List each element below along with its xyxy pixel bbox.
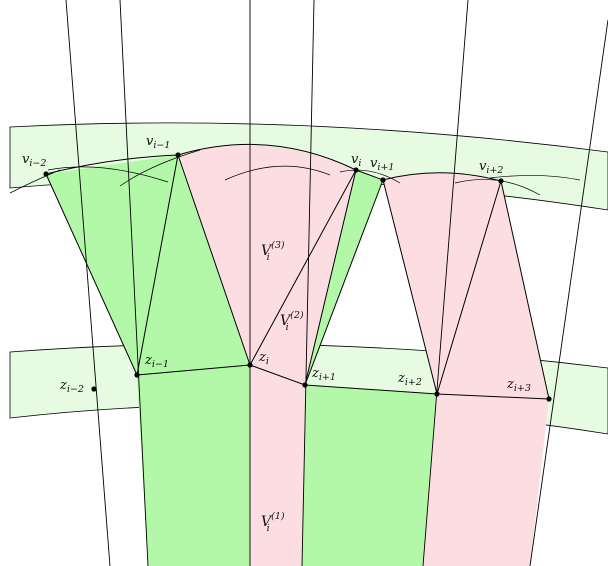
- vertex-z-ip3: [546, 396, 552, 402]
- green-triangle-2: [305, 170, 383, 385]
- label-z-ip2: zi+2: [397, 371, 422, 388]
- radial-line-6: [529, 19, 608, 566]
- edges: [45, 154, 550, 400]
- vertex-v-ip1: [380, 177, 386, 183]
- vertex-z-im1: [134, 372, 140, 378]
- tick-arcs: [9, 149, 581, 196]
- green-region-1: [46, 155, 178, 375]
- vertex-z-i: [247, 362, 253, 368]
- label-V2: V(2) i: [280, 310, 304, 333]
- pink-strip-1: [250, 365, 305, 566]
- vertex-v-ip2: [498, 178, 504, 184]
- label-v-i: vi: [351, 152, 361, 169]
- pink-region-1: [178, 145, 356, 385]
- label-V3: V(3) i: [261, 240, 285, 263]
- pink-region-2: [383, 172, 549, 566]
- vertex-v-im2: [43, 171, 49, 177]
- vertex-z-ip2: [434, 391, 440, 397]
- label-z-ip1: zi+1: [311, 366, 336, 383]
- label-z-im2: zi−2: [59, 378, 84, 395]
- label-v-im2: vi−2: [22, 152, 46, 169]
- vertices: [43, 152, 552, 402]
- radial-line-2: [119, 0, 149, 566]
- radial-line-1: [65, 0, 111, 566]
- radial-line-5: [422, 0, 469, 566]
- radial-line-4: [301, 0, 315, 566]
- vertex-z-im2: [91, 386, 97, 392]
- label-z-ip3: zi+3: [506, 377, 531, 394]
- label-z-i: zi: [258, 350, 269, 367]
- label-v-ip2: vi+2: [479, 159, 503, 176]
- label-v-im1: vi−1: [146, 134, 170, 151]
- vertex-v-i: [353, 167, 359, 173]
- green-strip-1: [137, 155, 250, 566]
- label-V1: V(1) i: [261, 511, 285, 534]
- vertex-z-ip1: [302, 382, 308, 388]
- label-z-im1: zi−1: [144, 353, 169, 370]
- label-v-ip1: vi+1: [370, 156, 394, 173]
- vertex-v-im1: [175, 152, 181, 158]
- upper-arc: [45, 144, 502, 182]
